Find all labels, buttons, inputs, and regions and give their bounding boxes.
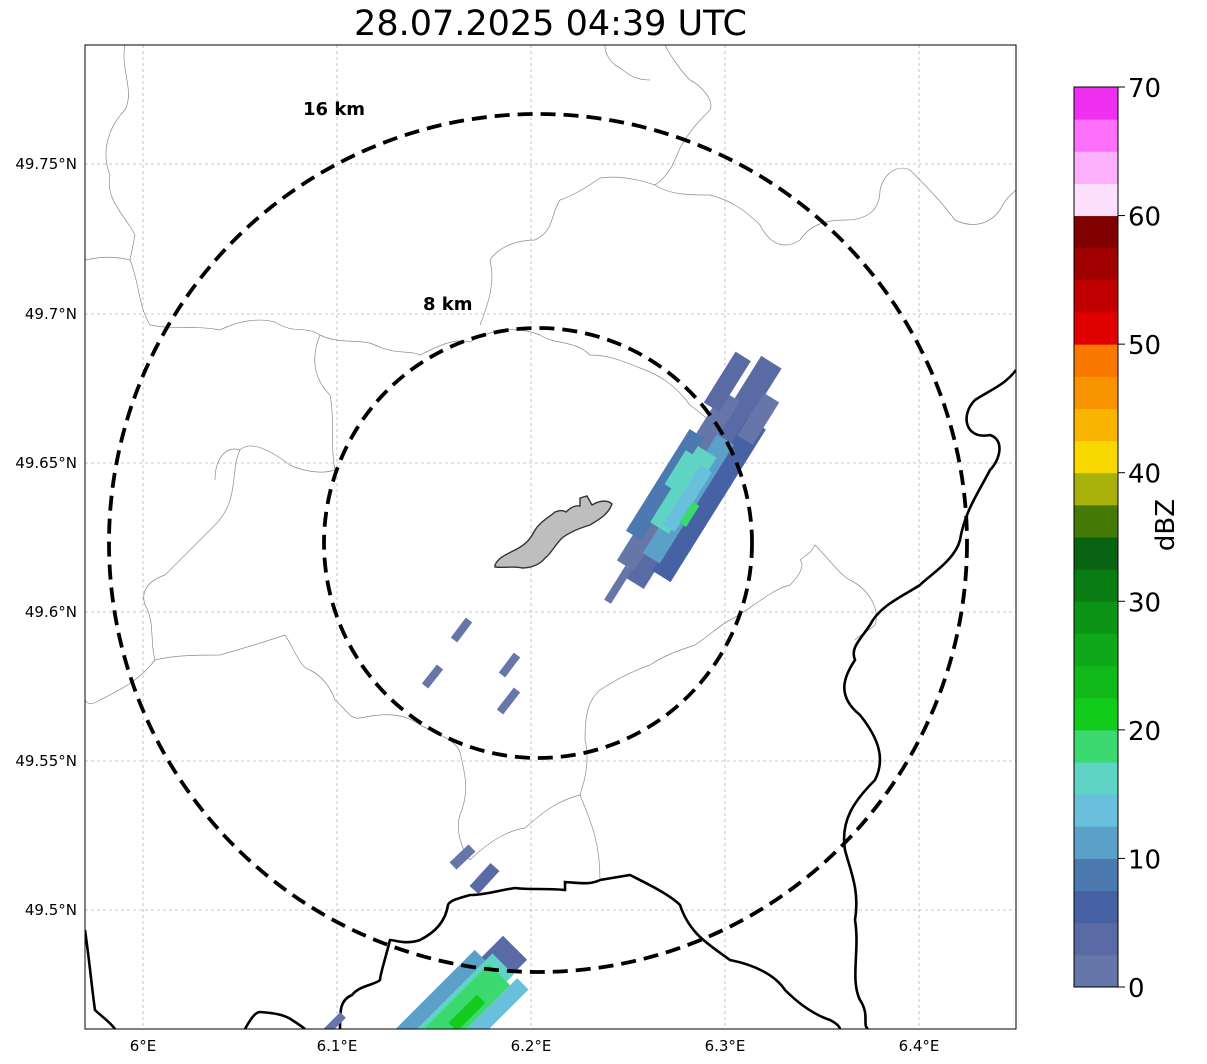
- echo-cell: [432, 978, 529, 1029]
- colorbar-segment: [1074, 312, 1118, 345]
- colorbar-segment: [1074, 344, 1118, 377]
- echo-cell: [389, 949, 489, 1029]
- colorbar-segment: [1074, 922, 1118, 956]
- chart-title: 28.07.2025 04:39 UTC: [354, 4, 747, 44]
- range-rings: [107, 112, 969, 974]
- colorbar: [1073, 86, 1119, 988]
- colorbar-segment: [1074, 183, 1118, 217]
- colorbar-segment: [1074, 472, 1118, 506]
- lat-tick-label: 49.6°N: [25, 603, 77, 621]
- colorbar-ticks: 0 10 20 30 40 50 60 70: [1118, 74, 1161, 1004]
- colorbar-segment: [1074, 858, 1118, 892]
- lat-tick-labels: 49.75°N 49.7°N 49.65°N 49.6°N 49.55°N 49…: [15, 155, 77, 919]
- echo-cell: [662, 465, 712, 532]
- echo-cell: [450, 617, 473, 643]
- colorbar-segment: [1074, 151, 1118, 184]
- echo-cell: [323, 1012, 346, 1029]
- lat-tick-label: 49.55°N: [15, 752, 77, 770]
- lon-tick-label: 6.3°E: [705, 1037, 746, 1055]
- colorbar-frame: [1073, 86, 1119, 988]
- lon-tick-label: 6°E: [130, 1037, 157, 1055]
- echo-cell: [703, 351, 751, 413]
- colorbar-segment: [1074, 119, 1118, 152]
- colorbar-segment: [1074, 87, 1118, 120]
- colorbar-segment: [1074, 504, 1118, 538]
- lat-tick-label: 49.5°N: [25, 901, 77, 919]
- colorbar-segment: [1074, 537, 1118, 570]
- echo-cell: [448, 994, 486, 1029]
- colorbar-segment: [1074, 633, 1118, 667]
- colorbar-segment: [1074, 569, 1118, 602]
- colorbar-segment: [1074, 826, 1118, 859]
- colorbar-segment: [1074, 762, 1118, 795]
- colorbar-segment: [1074, 954, 1118, 988]
- colorbar-tick-label: 10: [1128, 845, 1161, 875]
- radar-echoes: [323, 351, 782, 1064]
- colorbar-segment: [1074, 440, 1118, 474]
- colorbar-label: dBZ: [1151, 498, 1181, 552]
- lat-tick-label: 49.75°N: [15, 155, 77, 173]
- colorbar-segment: [1074, 665, 1118, 699]
- lon-tick-labels: 6°E 6.1°E 6.2°E 6.3°E 6.4°E: [130, 1037, 940, 1055]
- lat-tick-label: 49.65°N: [15, 454, 77, 472]
- echo-cell: [679, 501, 700, 528]
- colorbar-segment: [1074, 215, 1118, 249]
- colorbar-tick-label: 30: [1128, 588, 1161, 618]
- echo-cell: [469, 862, 500, 895]
- echo-cell: [421, 664, 444, 689]
- ring-label-8km: 8 km: [423, 294, 473, 315]
- colorbar-tick-label: 40: [1128, 460, 1161, 490]
- colorbar-tick-label: 50: [1128, 331, 1161, 361]
- lon-tick-label: 6.4°E: [899, 1037, 940, 1055]
- echo-cell: [386, 1045, 428, 1064]
- colorbar-segment: [1074, 408, 1118, 442]
- echo-cell: [498, 652, 521, 678]
- map-frame: [84, 44, 1017, 1030]
- lat-tick-label: 49.7°N: [25, 305, 77, 323]
- ring-label-16km: 16 km: [303, 99, 365, 120]
- colorbar-segment: [1074, 729, 1118, 763]
- range-ring-16km: [107, 112, 969, 974]
- echo-cell: [604, 565, 633, 604]
- colorbar-segment: [1074, 247, 1118, 281]
- admin-boundaries: [85, 45, 1016, 881]
- echo-cell: [651, 417, 766, 583]
- colorbar-segment: [1074, 794, 1118, 827]
- colorbar-segment: [1074, 376, 1118, 409]
- colorbar-tick-label: 70: [1128, 74, 1161, 104]
- echo-cell: [449, 844, 476, 870]
- colorbar-tick-label: 0: [1128, 974, 1145, 1004]
- echo-cell: [664, 450, 695, 490]
- lon-tick-label: 6.1°E: [317, 1037, 358, 1055]
- lon-tick-label: 6.2°E: [511, 1037, 552, 1055]
- national-borders: [85, 369, 1016, 1029]
- city-polygon: [494, 495, 613, 569]
- colorbar-segment: [1074, 890, 1118, 924]
- colorbar-tick-label: 60: [1128, 203, 1161, 233]
- colorbar-segment: [1074, 697, 1118, 731]
- range-ring-8km: [322, 326, 754, 760]
- colorbar-tick-label: 20: [1128, 717, 1161, 747]
- colorbar-segment: [1074, 279, 1118, 313]
- echo-cell: [737, 392, 780, 445]
- colorbar-segment: [1074, 601, 1118, 634]
- echo-cell: [496, 687, 521, 715]
